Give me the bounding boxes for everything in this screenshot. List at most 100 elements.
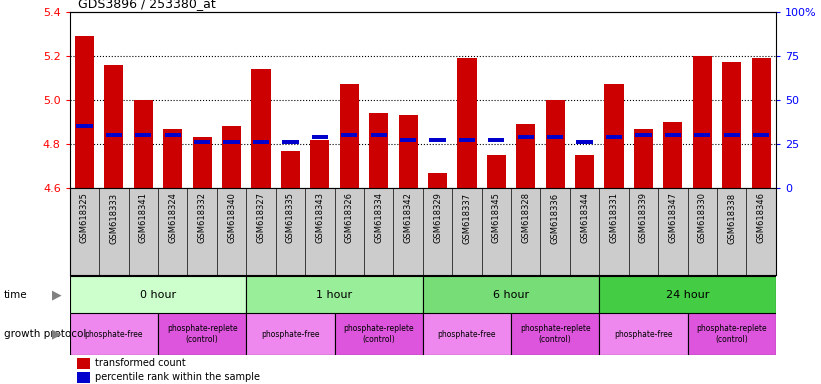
Bar: [398, 115, 418, 188]
Bar: [687, 313, 776, 355]
Bar: [75, 36, 94, 188]
Bar: [281, 151, 300, 188]
Text: GSM618337: GSM618337: [462, 192, 471, 243]
Text: phosphate-replete
(control): phosphate-replete (control): [343, 324, 414, 344]
Bar: [222, 126, 241, 188]
Text: phosphate-free: phosphate-free: [85, 329, 143, 339]
Bar: [575, 155, 594, 188]
Bar: [599, 313, 688, 355]
Bar: [135, 133, 151, 137]
Bar: [251, 69, 271, 188]
Bar: [487, 155, 506, 188]
Bar: [722, 62, 741, 188]
Text: GSM618327: GSM618327: [256, 192, 265, 243]
Text: time: time: [4, 290, 28, 300]
Bar: [604, 84, 624, 188]
Bar: [488, 137, 504, 142]
Bar: [428, 173, 447, 188]
Text: GSM618346: GSM618346: [757, 192, 766, 243]
Bar: [246, 313, 335, 355]
Bar: [340, 84, 359, 188]
Text: GSM618325: GSM618325: [80, 192, 89, 243]
Text: GSM618332: GSM618332: [198, 192, 207, 243]
Bar: [606, 136, 622, 139]
Bar: [634, 129, 653, 188]
Bar: [312, 136, 328, 139]
Bar: [695, 133, 710, 137]
Bar: [423, 313, 511, 355]
Bar: [163, 129, 182, 188]
Bar: [547, 136, 563, 139]
Text: GSM618334: GSM618334: [374, 192, 383, 243]
Text: ▶: ▶: [52, 288, 62, 301]
Text: transformed count: transformed count: [95, 358, 186, 368]
Text: GSM618326: GSM618326: [345, 192, 354, 243]
Bar: [158, 313, 246, 355]
Bar: [194, 140, 210, 144]
Bar: [104, 65, 123, 188]
Bar: [70, 276, 246, 313]
Bar: [423, 276, 599, 313]
Text: GSM618344: GSM618344: [580, 192, 589, 243]
Bar: [134, 100, 153, 188]
Bar: [76, 124, 93, 128]
Bar: [599, 276, 776, 313]
Bar: [546, 100, 565, 188]
Text: GSM618343: GSM618343: [315, 192, 324, 243]
Bar: [77, 358, 89, 369]
Text: GSM618340: GSM618340: [227, 192, 236, 243]
Text: GSM618336: GSM618336: [551, 192, 560, 243]
Text: phosphate-free: phosphate-free: [261, 329, 319, 339]
Bar: [429, 137, 446, 142]
Bar: [70, 313, 158, 355]
Text: GSM618347: GSM618347: [668, 192, 677, 243]
Bar: [165, 133, 181, 137]
Bar: [751, 58, 771, 188]
Text: phosphate-free: phosphate-free: [614, 329, 672, 339]
Bar: [310, 139, 329, 188]
Bar: [253, 140, 269, 144]
Text: GSM618333: GSM618333: [109, 192, 118, 243]
Bar: [370, 133, 387, 137]
Bar: [369, 113, 388, 188]
Text: GSM618324: GSM618324: [168, 192, 177, 243]
Bar: [459, 137, 475, 142]
Bar: [282, 140, 299, 144]
Bar: [518, 136, 534, 139]
Bar: [723, 133, 740, 137]
Bar: [77, 372, 89, 382]
Text: GSM618335: GSM618335: [286, 192, 295, 243]
Text: GSM618338: GSM618338: [727, 192, 736, 243]
Text: 0 hour: 0 hour: [140, 290, 177, 300]
Text: GSM618341: GSM618341: [139, 192, 148, 243]
Text: phosphate-replete
(control): phosphate-replete (control): [520, 324, 590, 344]
Bar: [635, 133, 652, 137]
Text: ▶: ▶: [52, 328, 62, 341]
Bar: [193, 137, 212, 188]
Text: phosphate-replete
(control): phosphate-replete (control): [696, 324, 767, 344]
Bar: [511, 313, 599, 355]
Text: 24 hour: 24 hour: [666, 290, 709, 300]
Text: 1 hour: 1 hour: [316, 290, 353, 300]
Bar: [335, 313, 423, 355]
Text: phosphate-free: phosphate-free: [438, 329, 496, 339]
Bar: [516, 124, 535, 188]
Bar: [246, 276, 423, 313]
Text: 6 hour: 6 hour: [493, 290, 530, 300]
Bar: [663, 122, 682, 188]
Bar: [106, 133, 122, 137]
Text: GDS3896 / 253380_at: GDS3896 / 253380_at: [78, 0, 216, 10]
Text: GSM618339: GSM618339: [639, 192, 648, 243]
Bar: [693, 56, 712, 188]
Bar: [665, 133, 681, 137]
Text: GSM618330: GSM618330: [698, 192, 707, 243]
Text: phosphate-replete
(control): phosphate-replete (control): [167, 324, 237, 344]
Text: growth protocol: growth protocol: [4, 329, 86, 339]
Bar: [576, 140, 593, 144]
Bar: [457, 58, 476, 188]
Bar: [753, 133, 769, 137]
Text: GSM618331: GSM618331: [609, 192, 618, 243]
Bar: [223, 140, 240, 144]
Text: GSM618329: GSM618329: [433, 192, 442, 243]
Text: GSM618328: GSM618328: [521, 192, 530, 243]
